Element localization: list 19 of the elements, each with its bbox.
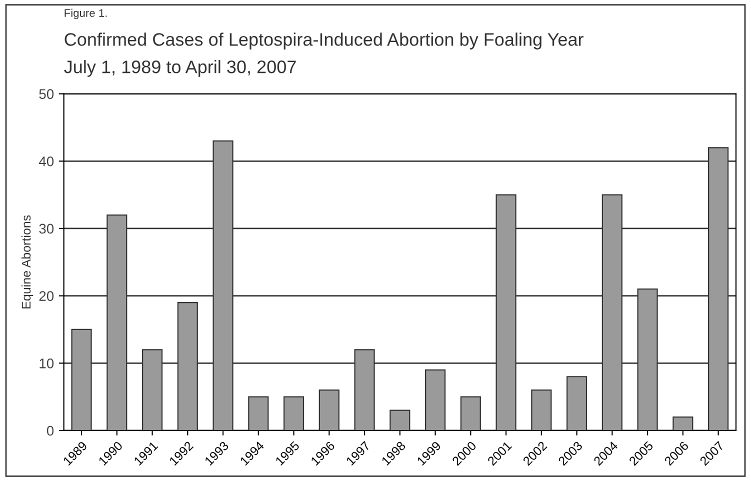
bar	[283, 396, 304, 430]
caption: Figure 1.	[64, 8, 107, 20]
y-tick-label: 10	[40, 358, 54, 368]
bar	[566, 376, 588, 430]
bar	[672, 416, 694, 430]
bar	[318, 390, 340, 430]
bar	[248, 396, 269, 430]
bar	[390, 410, 410, 430]
chart-title: Confirmed Cases of Leptospira-Induced Abortion by Foaling Year	[64, 32, 584, 50]
chart-subtitle: July 1, 1989 to April 30, 2007	[64, 60, 296, 77]
bar	[460, 396, 481, 430]
y-axis-title: Equine Abortions	[21, 215, 34, 308]
y-tick-label: 0	[46, 426, 54, 436]
bar	[425, 369, 446, 430]
y-tick-label: 20	[39, 291, 54, 301]
y-tick-label: 30	[39, 224, 54, 234]
bar	[531, 390, 552, 430]
y-tick-label: 50	[39, 89, 54, 99]
y-tick-label: 40	[38, 156, 54, 166]
